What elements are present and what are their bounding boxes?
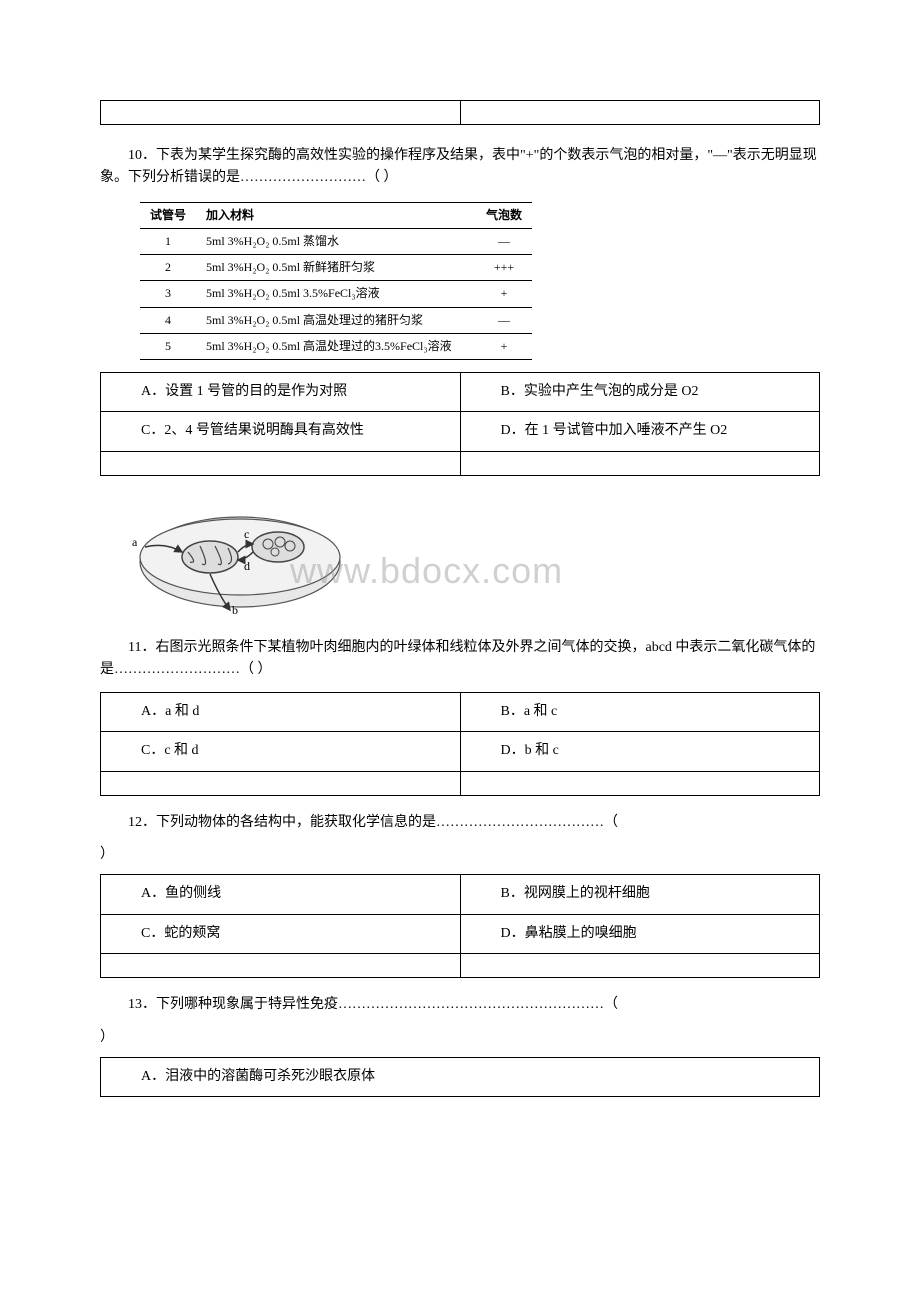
q12-opt-b: B．视网膜上的视杆细胞 xyxy=(460,875,820,914)
bub-4: — xyxy=(476,307,532,333)
q12-options-table: A．鱼的侧线 B．视网膜上的视杆细胞 C．蛇的颊窝 D．鼻粘膜上的嗅细胞 xyxy=(100,874,820,978)
q10-opt-c: C．2、4 号管结果说明酶具有高效性 xyxy=(101,412,461,451)
q11-opt-c: C．c 和 d xyxy=(101,732,461,771)
q13-body: 下列哪种现象属于特异性免疫…………………………………………………（ xyxy=(156,997,618,1012)
mat-3: 5ml 3%H₂O₂ 0.5ml 3.5%FeCl₃溶液 xyxy=(196,281,476,307)
cell-diagram-wrap: a b c d www.bdocx.com xyxy=(100,492,820,625)
mat-2: 5ml 3%H₂O₂ 0.5ml 新鲜猪肝匀浆 xyxy=(196,255,476,281)
q12-body: 下列动物体的各结构中，能获取化学信息的是………………………………（ xyxy=(156,815,618,830)
bub-2: +++ xyxy=(476,255,532,281)
q13-tail: ） xyxy=(100,1027,820,1049)
bub-5: + xyxy=(476,333,532,359)
q10-opt-a: A．设置 1 号管的目的是作为对照 xyxy=(101,372,461,411)
q10-body: 下表为某学生探究酶的高效性实验的操作程序及结果，表中"+"的个数表示气泡的相对量… xyxy=(100,148,817,185)
q13-prefix: 13． xyxy=(128,997,156,1012)
q10-data-table: 试管号 加入材料 气泡数 1 5ml 3%H₂O₂ 0.5ml 蒸馏水 — 2 … xyxy=(140,202,532,360)
q11-text: 11．右图示光照条件下某植物叶肉细胞内的叶绿体和线粒体及外界之间气体的交换，ab… xyxy=(100,637,820,682)
label-a: a xyxy=(132,535,138,549)
col-bubbles: 气泡数 xyxy=(476,202,532,228)
q11-prefix: 11． xyxy=(128,640,155,655)
col-tube: 试管号 xyxy=(140,202,196,228)
bub-1: — xyxy=(476,228,532,254)
q11-body: 右图示光照条件下某植物叶肉细胞内的叶绿体和线粒体及外界之间气体的交换，abcd … xyxy=(100,640,815,677)
q12-opt-a: A．鱼的侧线 xyxy=(101,875,461,914)
q12-text: 12．下列动物体的各结构中，能获取化学信息的是………………………………（ xyxy=(100,812,820,834)
tube-1: 1 xyxy=(140,228,196,254)
tube-5: 5 xyxy=(140,333,196,359)
col-material: 加入材料 xyxy=(196,202,476,228)
q11-options-table: A．a 和 d B．a 和 c C．c 和 d D．b 和 c xyxy=(100,692,820,796)
mat-1: 5ml 3%H₂O₂ 0.5ml 蒸馏水 xyxy=(196,228,476,254)
q11-opt-a: A．a 和 d xyxy=(101,692,461,731)
label-b: b xyxy=(232,603,238,617)
q13-text: 13．下列哪种现象属于特异性免疫…………………………………………………（ xyxy=(100,994,820,1016)
mat-4: 5ml 3%H₂O₂ 0.5ml 高温处理过的猪肝匀浆 xyxy=(196,307,476,333)
tube-3: 3 xyxy=(140,281,196,307)
label-d: d xyxy=(244,559,250,573)
mat-5: 5ml 3%H₂O₂ 0.5ml 高温处理过的3.5%FeCl₃溶液 xyxy=(196,333,476,359)
bub-3: + xyxy=(476,281,532,307)
q12-tail: ） xyxy=(100,844,820,866)
q13-options-table: A．泪液中的溶菌酶可杀死沙眼衣原体 xyxy=(100,1057,820,1097)
q10-prefix: 10． xyxy=(128,148,156,163)
q10-opt-b: B．实验中产生气泡的成分是 O2 xyxy=(460,372,820,411)
cell-diagram: a b c d xyxy=(120,492,350,617)
q13-opt-a: A．泪液中的溶菌酶可杀死沙眼衣原体 xyxy=(101,1057,820,1096)
q10-opt-d: D．在 1 号试管中加入唾液不产生 O2 xyxy=(460,412,820,451)
q12-opt-d: D．鼻粘膜上的嗅细胞 xyxy=(460,914,820,953)
label-c: c xyxy=(244,527,249,541)
q10-options-table: A．设置 1 号管的目的是作为对照 B．实验中产生气泡的成分是 O2 C．2、4… xyxy=(100,372,820,476)
q12-opt-c: C．蛇的颊窝 xyxy=(101,914,461,953)
q12-prefix: 12． xyxy=(128,815,156,830)
prev-question-tail-table xyxy=(100,100,820,125)
q11-opt-d: D．b 和 c xyxy=(460,732,820,771)
q10-text: 10．下表为某学生探究酶的高效性实验的操作程序及结果，表中"+"的个数表示气泡的… xyxy=(100,145,820,190)
tube-4: 4 xyxy=(140,307,196,333)
tube-2: 2 xyxy=(140,255,196,281)
q11-opt-b: B．a 和 c xyxy=(460,692,820,731)
